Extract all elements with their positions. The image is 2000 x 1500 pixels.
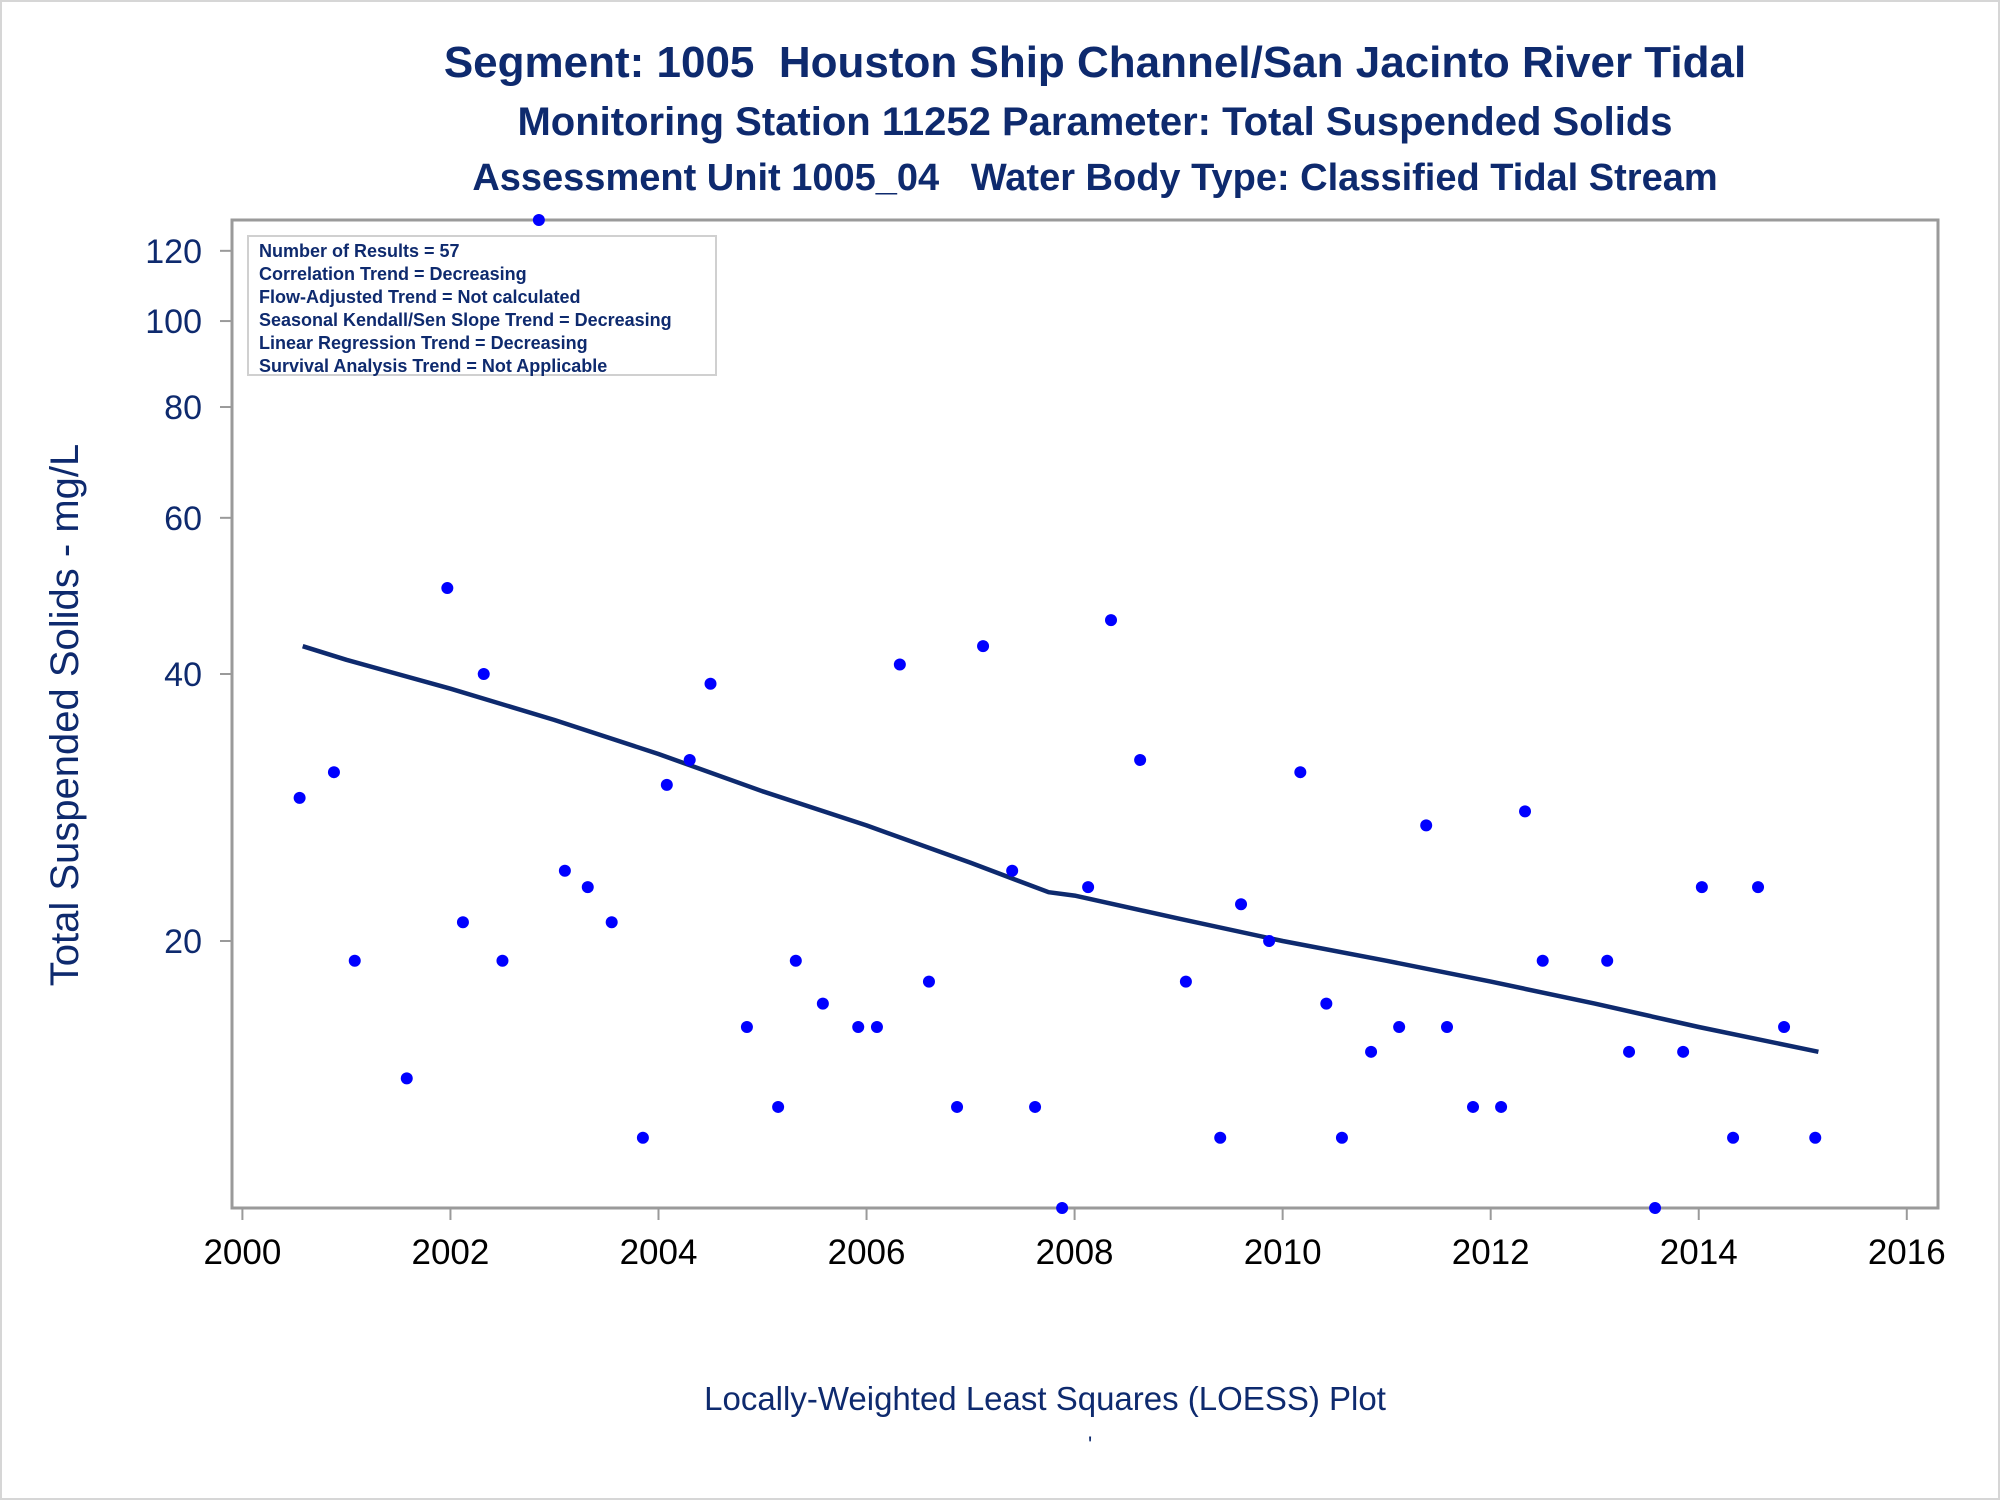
data-point xyxy=(704,677,717,690)
data-point xyxy=(893,658,906,671)
data-point xyxy=(477,668,490,681)
data-point xyxy=(1467,1100,1480,1113)
data-point xyxy=(852,1020,865,1033)
data-point xyxy=(532,214,545,226)
data-point xyxy=(1393,1020,1406,1033)
data-point xyxy=(1029,1100,1042,1113)
chart-title: Segment: 1005 Houston Ship Channel/San J… xyxy=(443,38,1747,87)
stats-line-flow: Flow-Adjusted Trend = Not calculated xyxy=(259,287,581,307)
data-point xyxy=(951,1100,964,1113)
x-tick-label: 2006 xyxy=(828,1233,906,1272)
data-point xyxy=(1727,1131,1740,1144)
data-point xyxy=(1677,1045,1690,1058)
data-point xyxy=(977,640,990,653)
data-point xyxy=(870,1020,883,1033)
data-point xyxy=(400,1072,413,1085)
data-point xyxy=(605,916,618,929)
data-point xyxy=(1695,881,1708,894)
stats-line-linear: Linear Regression Trend = Decreasing xyxy=(259,333,588,353)
data-point xyxy=(1320,997,1333,1010)
x-tick-label: 2010 xyxy=(1244,1233,1322,1272)
x-tick-label: 2012 xyxy=(1452,1233,1530,1272)
stats-box: Number of Results = 57 Correlation Trend… xyxy=(247,235,717,376)
loess-trend-line xyxy=(302,644,1819,1055)
data-point xyxy=(1752,881,1765,894)
plot-area-frame xyxy=(230,218,1940,1210)
data-point xyxy=(456,916,469,929)
data-point xyxy=(1056,1202,1069,1214)
data-point xyxy=(1601,954,1614,967)
data-point xyxy=(1778,1020,1791,1033)
data-point xyxy=(441,582,454,595)
y-tick-label: 80 xyxy=(164,389,202,427)
footnote-mark: ' xyxy=(1088,1432,1093,1457)
data-point xyxy=(1365,1045,1378,1058)
stats-line-survival: Survival Analysis Trend = Not Applicable xyxy=(259,356,608,376)
data-point xyxy=(740,1020,753,1033)
data-point xyxy=(1495,1100,1508,1113)
data-point xyxy=(1134,753,1147,766)
x-tick-label: 2004 xyxy=(620,1233,698,1272)
data-point xyxy=(1809,1131,1822,1144)
data-point xyxy=(789,954,802,967)
data-point xyxy=(293,791,306,804)
data-point xyxy=(1179,975,1192,988)
data-point xyxy=(1006,864,1019,877)
data-point xyxy=(1105,614,1118,627)
data-point xyxy=(1623,1045,1636,1058)
data-point xyxy=(683,753,696,766)
data-point xyxy=(636,1131,649,1144)
x-tick-label: 2014 xyxy=(1660,1233,1738,1272)
data-point xyxy=(1263,935,1276,948)
data-point xyxy=(558,864,571,877)
stats-line-seasonal: Seasonal Kendall/Sen Slope Trend = Decre… xyxy=(259,310,672,330)
data-point xyxy=(772,1100,785,1113)
data-point xyxy=(327,766,340,779)
data-point xyxy=(1082,881,1095,894)
data-point xyxy=(581,881,594,894)
data-point xyxy=(496,954,509,967)
data-point xyxy=(1420,819,1433,832)
data-point xyxy=(348,954,361,967)
data-point xyxy=(1294,766,1307,779)
footnote: Locally-Weighted Least Squares (LOESS) P… xyxy=(704,1380,1386,1417)
data-point xyxy=(816,997,829,1010)
data-point xyxy=(1235,898,1248,911)
x-tick-label: 2002 xyxy=(412,1233,490,1272)
data-point xyxy=(922,975,935,988)
y-tick-label: 120 xyxy=(145,233,202,271)
stats-line-correlation: Correlation Trend = Decreasing xyxy=(259,264,527,284)
data-point xyxy=(1536,954,1549,967)
data-point xyxy=(660,778,673,791)
y-axis-label: Total Suspended Solids - mg/L xyxy=(43,444,87,987)
x-tick-label: 2008 xyxy=(1036,1233,1114,1272)
y-tick-label: 100 xyxy=(145,303,202,341)
chart-subtitle: Monitoring Station 11252 Parameter: Tota… xyxy=(517,100,1673,144)
stats-line-results: Number of Results = 57 xyxy=(259,241,460,261)
data-point xyxy=(1335,1131,1348,1144)
x-tick-label: 2000 xyxy=(203,1233,281,1272)
y-tick-label: 60 xyxy=(164,500,202,538)
y-tick-label: 20 xyxy=(164,923,202,961)
data-point xyxy=(1214,1131,1227,1144)
y-tick-label: 40 xyxy=(164,656,202,694)
data-point xyxy=(1441,1020,1454,1033)
data-point xyxy=(1649,1202,1662,1214)
x-tick-label: 2016 xyxy=(1868,1233,1946,1272)
chart-subtitle-2: Assessment Unit 1005_04 Water Body Type:… xyxy=(472,157,1718,199)
data-point xyxy=(1519,805,1532,818)
